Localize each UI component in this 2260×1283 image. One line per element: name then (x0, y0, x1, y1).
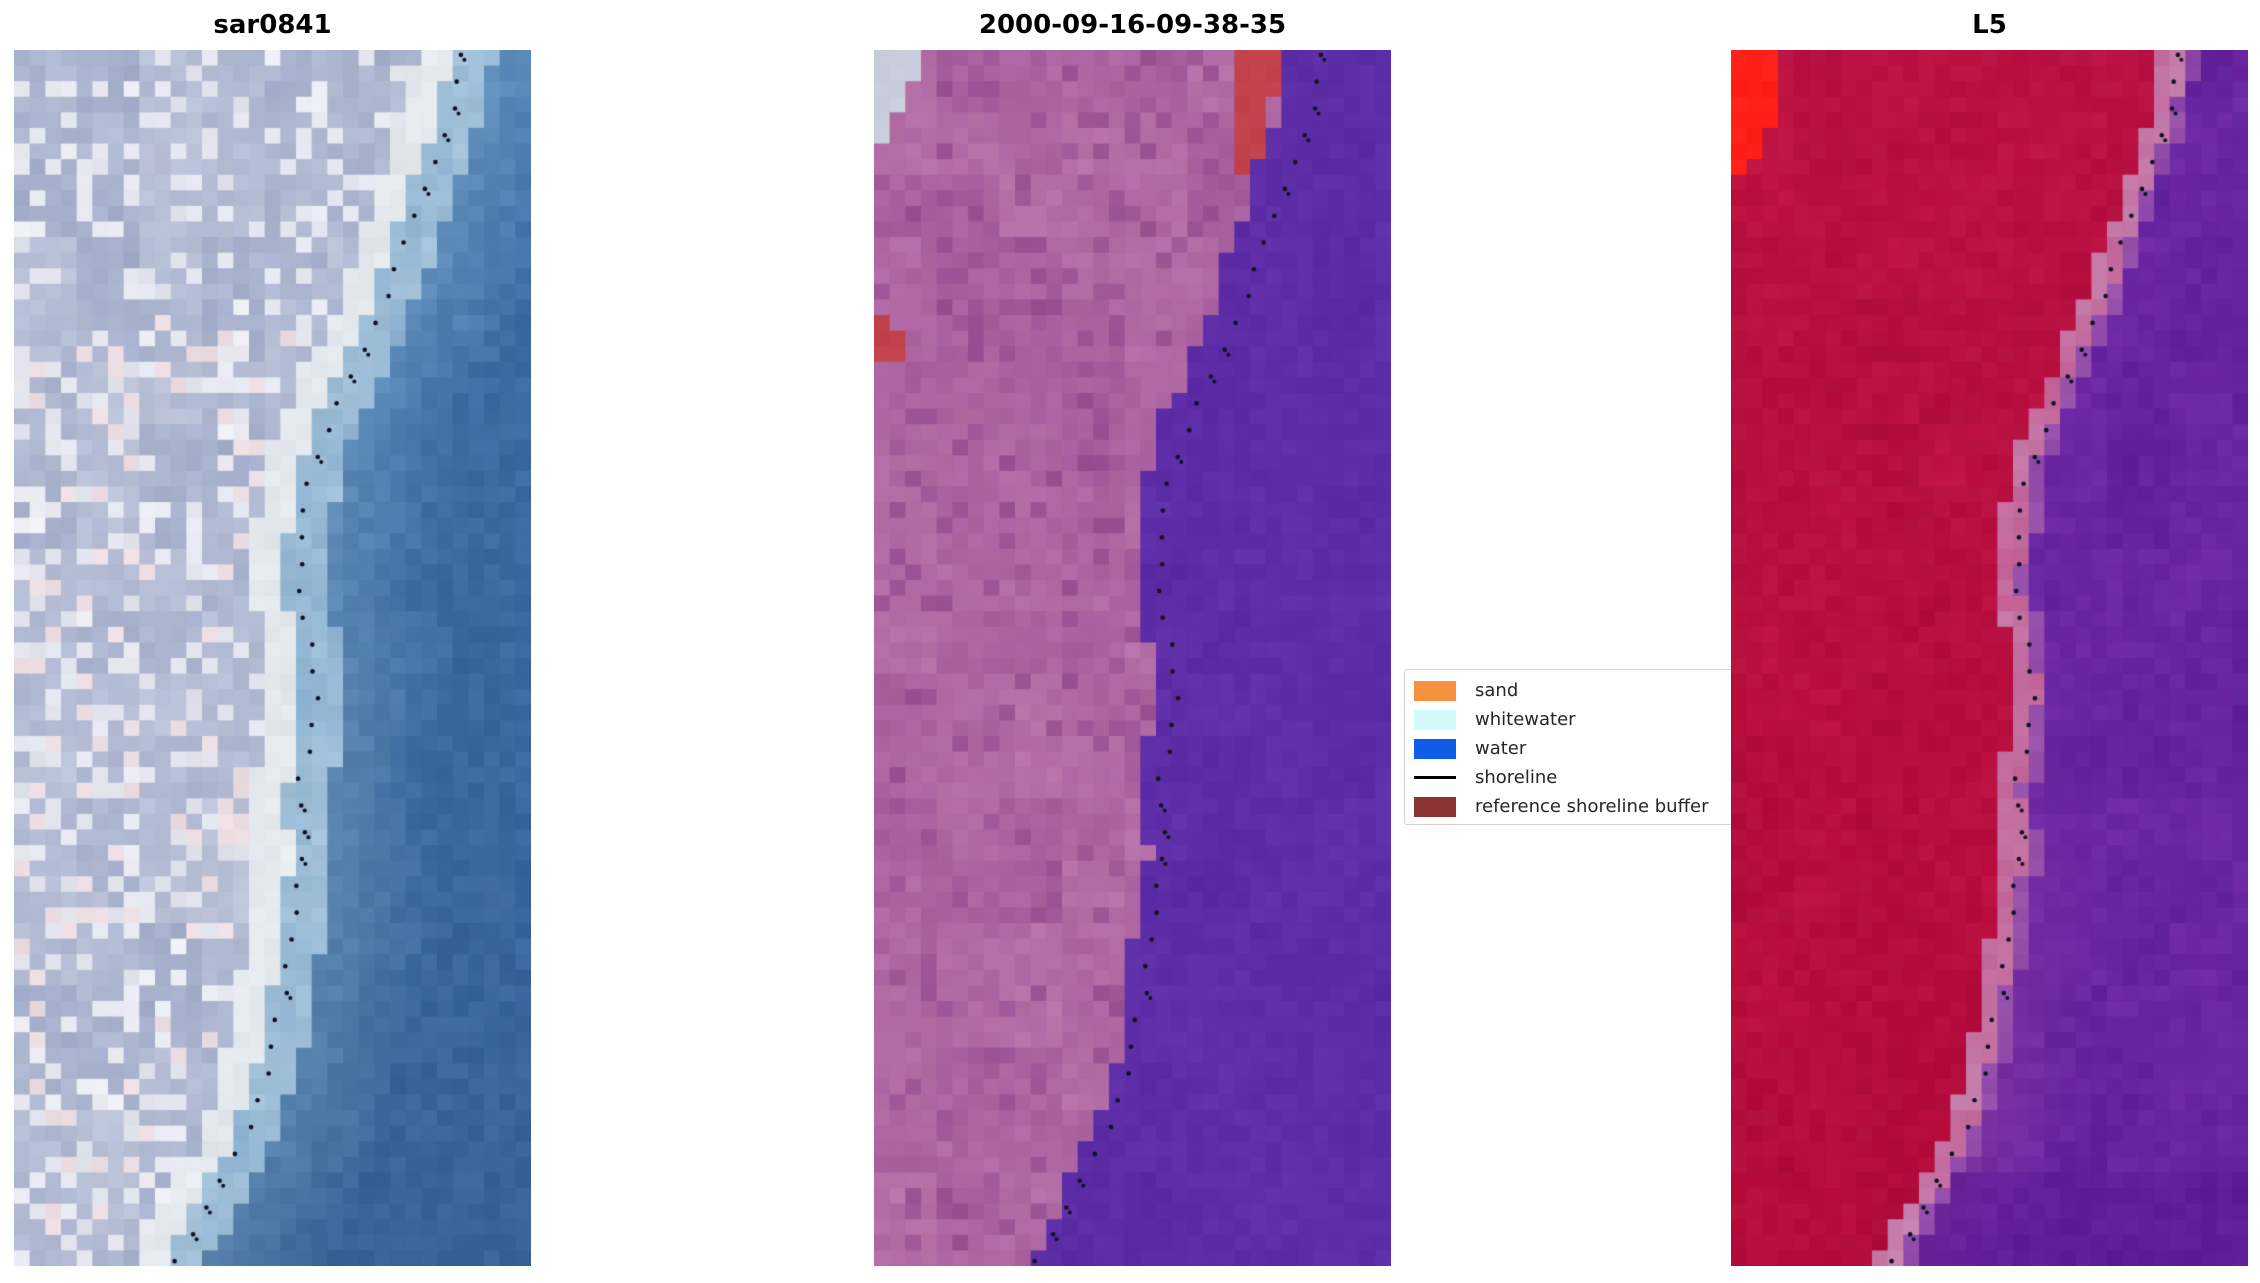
legend: sand whitewater water shoreline referenc… (1404, 669, 1749, 825)
shoreline-line-swatch (1414, 776, 1456, 779)
reference-buffer-swatch (1414, 796, 1456, 817)
legend-label-reference-buffer: reference shoreline buffer (1475, 796, 1709, 817)
whitewater-swatch (1414, 709, 1456, 730)
panel-image-l5 (1731, 50, 2248, 1266)
water-swatch (1414, 738, 1456, 759)
legend-label-shoreline: shoreline (1475, 767, 1558, 788)
panel-title-l5: L5 (1972, 10, 2007, 40)
legend-item-water: water (1414, 734, 1748, 763)
legend-item-shoreline: shoreline (1414, 763, 1748, 792)
legend-label-sand: sand (1475, 680, 1519, 701)
legend-item-reference-buffer: reference shoreline buffer (1414, 792, 1748, 821)
panel-image-classified (874, 50, 1391, 1266)
panel-title-sar0841: sar0841 (213, 10, 332, 40)
sand-swatch (1414, 680, 1456, 701)
panel-image-sar0841 (14, 50, 531, 1266)
panel-title-date: 2000-09-16-09-38-35 (978, 10, 1287, 40)
legend-item-whitewater: whitewater (1414, 705, 1748, 734)
legend-label-water: water (1475, 738, 1527, 759)
legend-label-whitewater: whitewater (1475, 709, 1576, 730)
legend-item-sand: sand (1414, 676, 1748, 705)
